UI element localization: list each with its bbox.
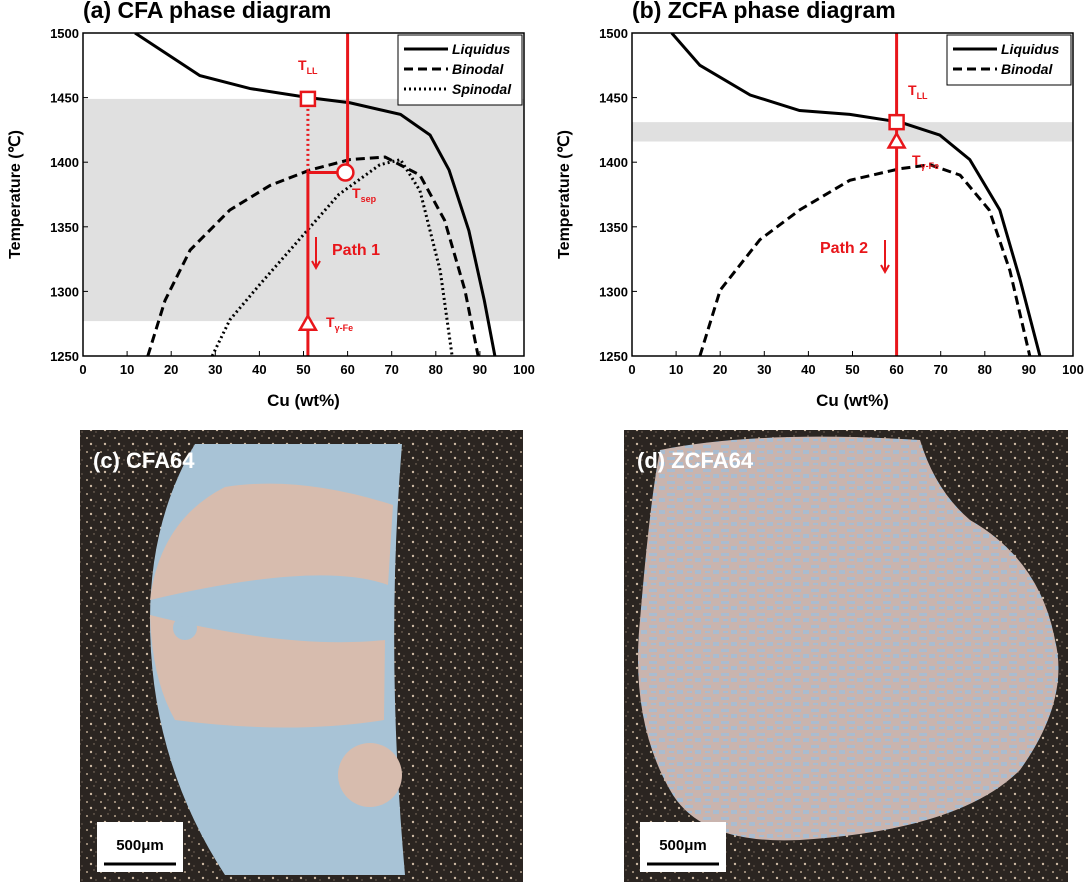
chart-title: (a) CFA phase diagram	[83, 0, 331, 23]
annotation-text: Path 1	[332, 242, 380, 259]
annotation-text: T	[352, 185, 361, 201]
annotation-subscript: LL	[307, 66, 318, 76]
y-tick-label: 1300	[50, 284, 79, 299]
x-tick-label: 40	[801, 362, 815, 377]
x-tick-label: 10	[669, 362, 683, 377]
y-tick-label: 1350	[599, 220, 628, 235]
annotation-text: T	[908, 82, 917, 98]
annotation: Tγ-Fe	[326, 314, 353, 333]
x-tick-label: 20	[164, 362, 178, 377]
y-tick-label: 1450	[50, 91, 79, 106]
x-tick-label: 10	[120, 362, 134, 377]
marker	[888, 113, 905, 131]
annotation-text: T	[912, 152, 921, 168]
annotation-subscript: sep	[361, 194, 377, 204]
x-tick-label: 80	[978, 362, 992, 377]
phase-region	[150, 615, 385, 728]
x-tick-label: 40	[252, 362, 266, 377]
scale-bar-label: 500μm	[116, 837, 164, 854]
x-tick-label: 70	[384, 362, 398, 377]
x-tick-label: 30	[208, 362, 222, 377]
legend-label: Binodal	[1001, 61, 1053, 77]
legend-box	[946, 34, 1072, 86]
annotation: Tγ-Fe	[912, 152, 939, 171]
band	[632, 122, 1073, 142]
sample	[638, 436, 1059, 841]
annotation-subscript: γ-Fe	[921, 161, 940, 171]
annotation-subscript: γ-Fe	[335, 323, 354, 333]
marker	[297, 313, 319, 331]
chart-title: (b) ZCFA phase diagram	[632, 0, 896, 23]
band	[83, 98, 524, 322]
annotation-subscript: LL	[917, 91, 928, 101]
x-axis-label: Cu (wt%)	[267, 391, 340, 410]
x-tick-label: 50	[845, 362, 859, 377]
path-arrow	[311, 237, 321, 271]
legend-label: Spinodal	[452, 81, 512, 97]
y-tick-label: 1350	[50, 220, 79, 235]
curve	[698, 163, 1032, 356]
legend-label: Liquidus	[1001, 41, 1060, 57]
annotation: Tsep	[352, 185, 377, 204]
x-tick-label: 0	[79, 362, 86, 377]
chart: (b) ZCFA phase diagram 0 10 20 30 40 50 60 70 80 9…	[556, 0, 1084, 410]
guide-line	[306, 33, 350, 356]
legend-label: Liquidus	[452, 41, 511, 57]
x-tick-label: 100	[1062, 362, 1084, 377]
y-tick-label: 1400	[599, 155, 628, 170]
panel-label: (c) CFA64	[93, 448, 195, 473]
x-tick-label: 60	[340, 362, 354, 377]
marker	[336, 163, 355, 182]
plot-frame	[82, 32, 525, 357]
y-tick-label: 1250	[599, 349, 628, 364]
x-tick-label: 30	[757, 362, 771, 377]
plot	[134, 33, 497, 356]
y-axis-label: Temperature (℃)	[7, 130, 24, 259]
y-tick-label: 1300	[599, 284, 628, 299]
y-tick-label: 1250	[50, 349, 79, 364]
droplet	[173, 616, 197, 640]
y-tick-label: 1500	[599, 26, 628, 41]
y-tick-label: 1500	[50, 26, 79, 41]
annotation: Path 2	[820, 240, 868, 257]
curve	[134, 33, 497, 356]
marker	[886, 131, 907, 149]
annotation-text: T	[326, 314, 335, 330]
annotation-text: T	[298, 57, 307, 73]
x-tick-label: 100	[513, 362, 535, 377]
x-tick-label: 90	[1022, 362, 1036, 377]
annotation: TLL	[298, 57, 318, 76]
droplet	[338, 743, 402, 807]
micrograph-c: (c) CFA64 500μm	[80, 430, 523, 882]
phase-region	[150, 483, 393, 600]
x-tick-label: 70	[933, 362, 947, 377]
scale-bar-label: 500μm	[659, 837, 707, 854]
x-tick-label: 20	[713, 362, 727, 377]
annotation: Path 1	[332, 242, 380, 259]
micrograph-d: (d) ZCFA64 500μm	[624, 430, 1068, 882]
path-arrow	[880, 240, 890, 275]
curve	[146, 155, 480, 356]
x-tick-label: 90	[473, 362, 487, 377]
x-axis-label: Cu (wt%)	[816, 391, 889, 410]
legend-label: Binodal	[452, 61, 504, 77]
chart: (a) CFA phase diagram 0 10 20 30 40 50 60 70 80 90…	[7, 0, 535, 410]
y-axis-label: Temperature (℃)	[556, 130, 573, 259]
x-tick-label: 60	[889, 362, 903, 377]
x-tick-label: 50	[296, 362, 310, 377]
annotation-text: Path 2	[820, 240, 868, 257]
plot-frame	[631, 32, 1074, 357]
x-tick-label: 80	[429, 362, 443, 377]
panel-label: (d) ZCFA64	[637, 448, 754, 473]
annotation: TLL	[908, 82, 928, 101]
x-tick-label: 0	[628, 362, 635, 377]
curve	[210, 157, 454, 356]
marker	[299, 90, 317, 108]
y-tick-label: 1450	[599, 91, 628, 106]
y-tick-label: 1400	[50, 155, 79, 170]
